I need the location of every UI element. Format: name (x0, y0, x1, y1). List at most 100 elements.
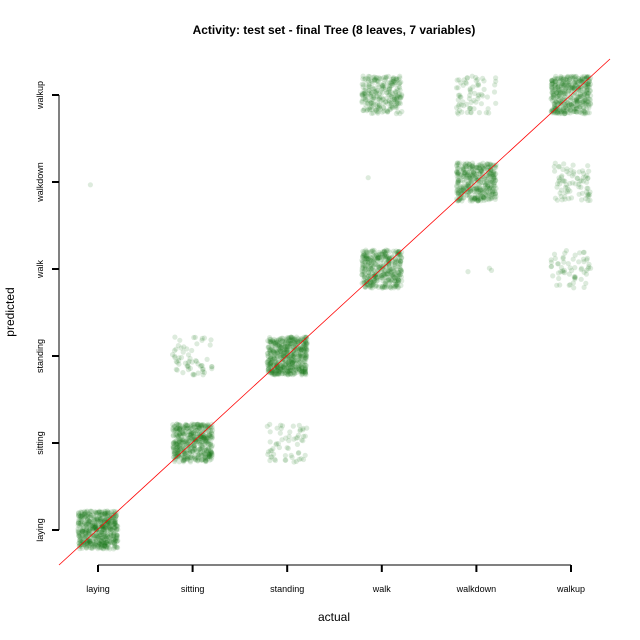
data-point (103, 543, 109, 549)
data-point (481, 197, 487, 203)
data-point (473, 197, 480, 203)
data-point (568, 75, 574, 81)
data-point (562, 104, 569, 110)
data-point (265, 365, 271, 371)
data-point (280, 371, 286, 377)
data-point (582, 96, 588, 102)
data-point (104, 546, 110, 552)
data-point (581, 98, 587, 104)
data-point (96, 534, 102, 540)
data-point (303, 351, 309, 357)
data-point (572, 265, 578, 271)
data-point (206, 452, 213, 458)
data-point (272, 457, 278, 464)
data-point (584, 185, 590, 191)
data-point (304, 353, 310, 359)
data-point (549, 80, 555, 86)
data-point (107, 519, 113, 525)
data-point (562, 91, 569, 97)
data-point (197, 441, 203, 447)
data-point (395, 276, 401, 282)
data-point (558, 87, 564, 93)
data-point (185, 440, 191, 446)
data-point (189, 448, 195, 454)
data-point (301, 342, 307, 348)
data-point (283, 348, 289, 354)
data-point (399, 255, 405, 261)
data-point (553, 81, 559, 87)
data-point (375, 255, 381, 261)
data-point (383, 95, 390, 101)
data-point (580, 175, 586, 181)
data-point (361, 269, 367, 275)
data-point (94, 516, 100, 522)
data-point (100, 545, 106, 551)
data-point (370, 248, 376, 254)
data-point (372, 85, 378, 92)
data-point (359, 272, 365, 278)
data-point (96, 539, 102, 546)
data-point (366, 273, 372, 279)
data-point (201, 439, 207, 445)
data-point (91, 539, 97, 545)
data-point (271, 355, 277, 361)
data-point (395, 279, 401, 285)
data-point (362, 259, 368, 265)
data-point (289, 341, 295, 347)
data-point (580, 100, 586, 106)
data-point (362, 279, 368, 286)
data-point (396, 270, 402, 276)
data-point (359, 90, 365, 96)
data-point (91, 514, 97, 520)
data-point (185, 367, 192, 373)
data-point (102, 510, 108, 516)
data-point (286, 345, 293, 351)
data-point (268, 340, 274, 346)
data-point (191, 455, 197, 461)
data-point (99, 518, 105, 524)
data-point (394, 76, 400, 82)
data-point (584, 172, 590, 178)
data-point (177, 427, 183, 433)
data-point (371, 257, 377, 263)
data-point (99, 523, 106, 529)
data-point (570, 180, 576, 186)
data-point (283, 365, 289, 371)
data-point (387, 279, 393, 285)
data-point (279, 348, 285, 355)
data-point (389, 272, 395, 278)
data-point (102, 511, 108, 517)
data-point (381, 271, 387, 277)
data-point (205, 421, 211, 427)
data-point (587, 87, 593, 94)
data-point (562, 110, 568, 116)
data-point (558, 109, 564, 115)
data-point (368, 283, 374, 289)
data-point (463, 178, 469, 184)
data-point (267, 356, 273, 362)
data-point (474, 171, 480, 177)
data-point (266, 347, 272, 353)
data-point (86, 539, 93, 545)
data-point (485, 183, 491, 189)
data-point (464, 160, 470, 166)
data-point (367, 283, 373, 289)
data-point (274, 339, 280, 345)
data-point (583, 280, 589, 286)
data-point (386, 87, 392, 93)
data-point (106, 509, 112, 515)
data-point (398, 274, 404, 280)
data-point (299, 437, 305, 443)
data-point (193, 437, 199, 443)
data-point (485, 106, 491, 112)
data-point (377, 269, 383, 275)
data-point (196, 425, 202, 431)
data-point (111, 531, 117, 537)
data-point (455, 178, 461, 184)
data-point (362, 252, 368, 258)
data-point (84, 526, 90, 532)
data-point (558, 99, 564, 105)
data-point (367, 280, 373, 286)
data-point (88, 512, 94, 519)
data-point (181, 458, 187, 464)
